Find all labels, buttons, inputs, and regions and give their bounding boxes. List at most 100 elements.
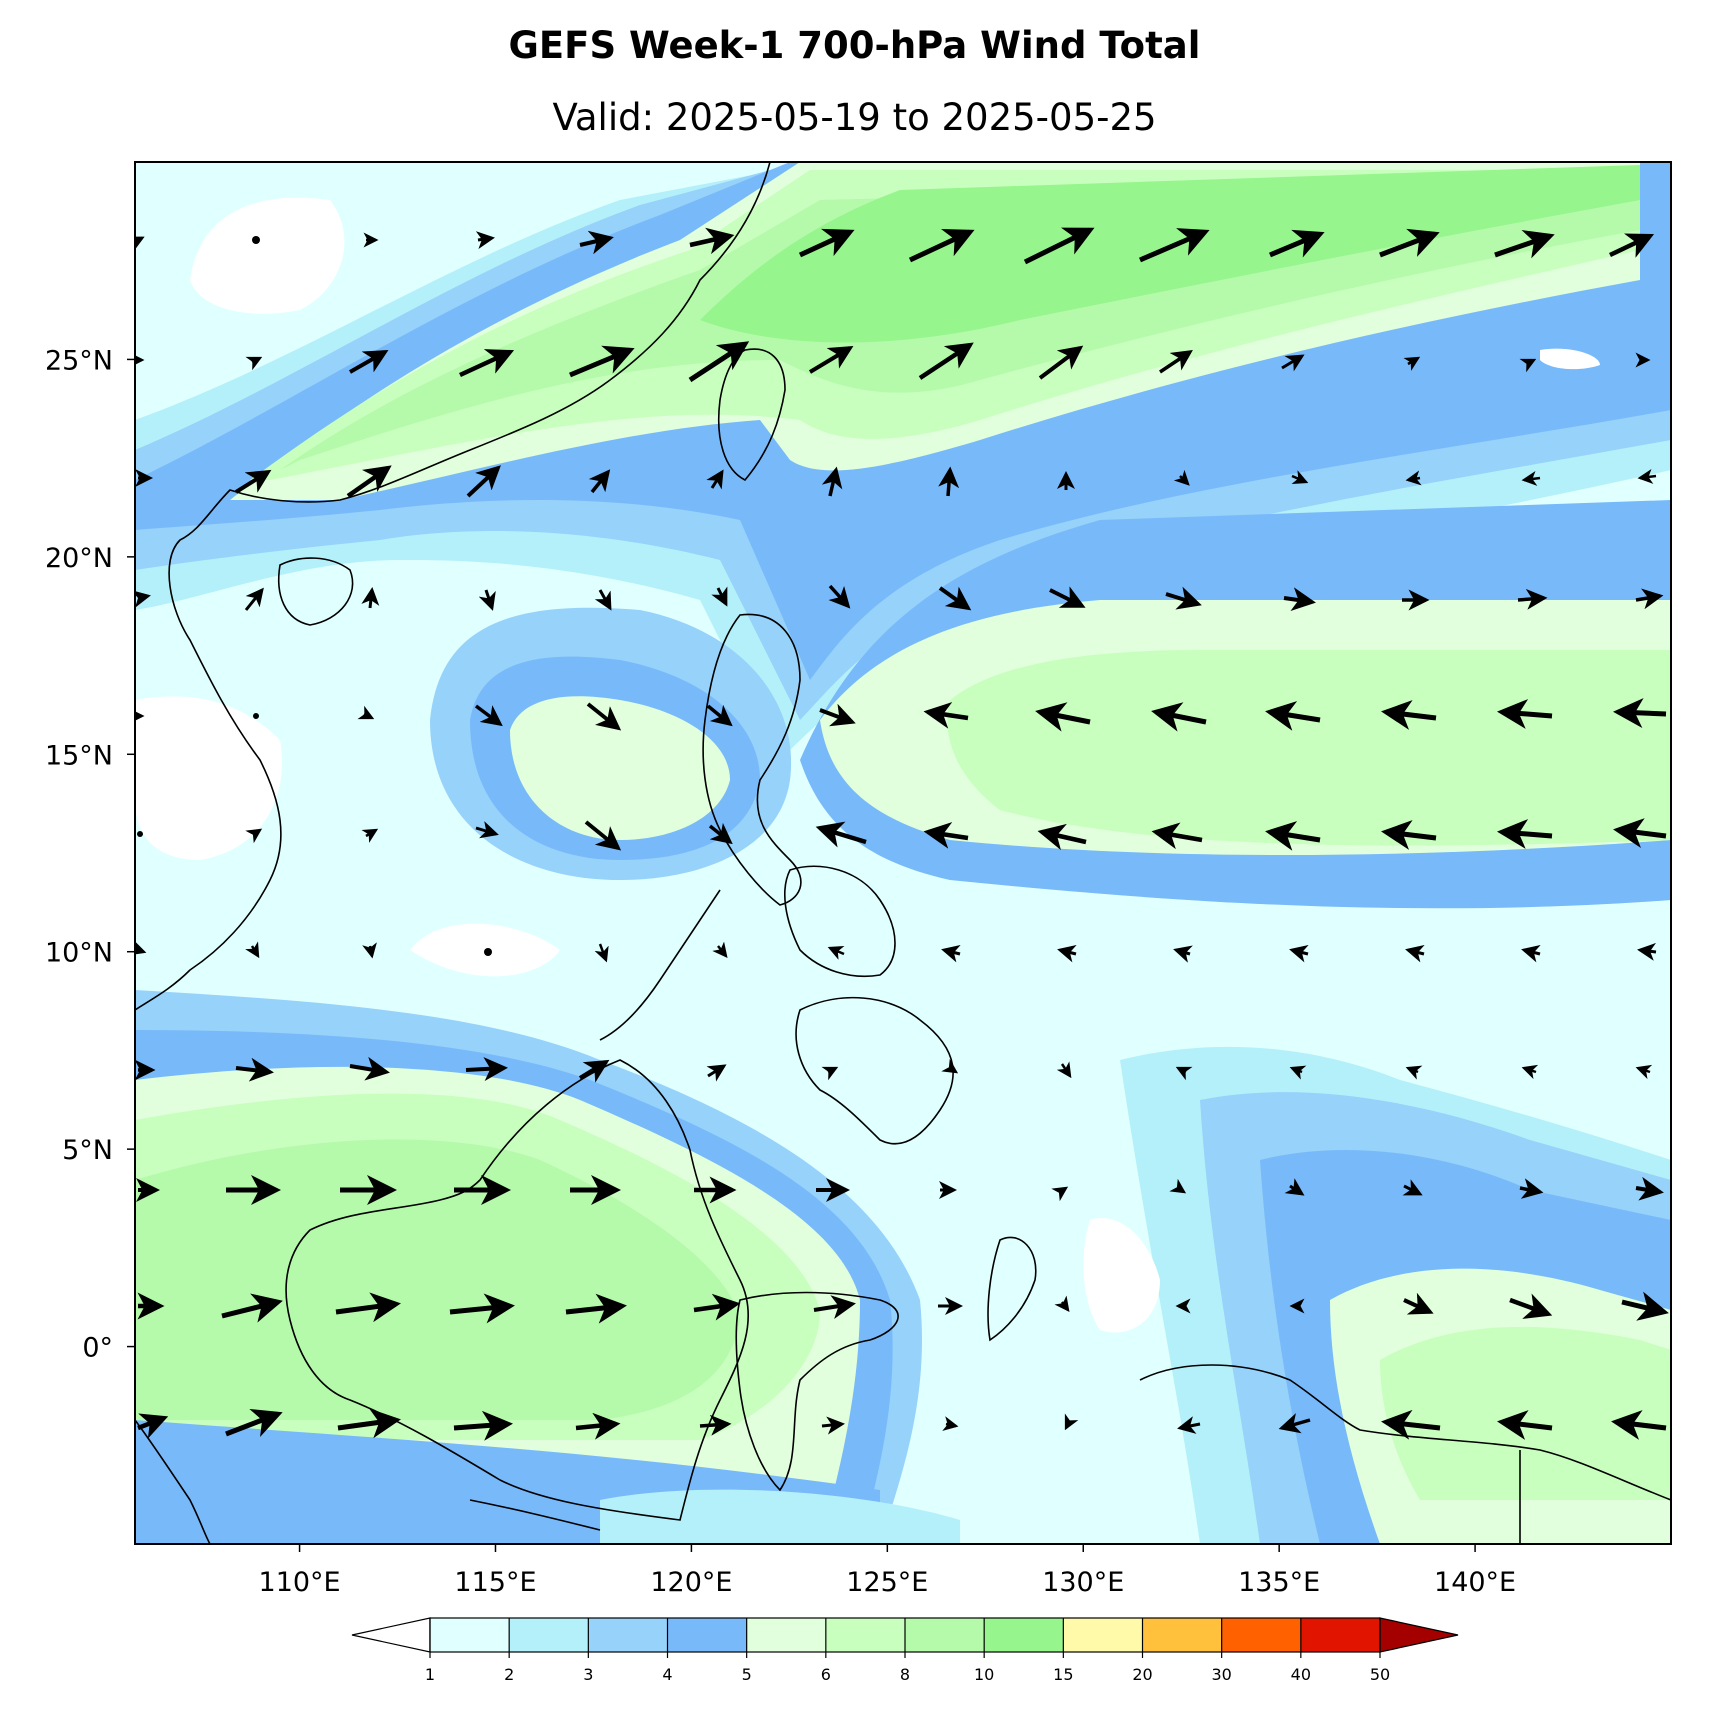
- calm-wind-marker: [253, 713, 259, 719]
- wind-vector: [711, 586, 728, 607]
- wind-vector: [475, 821, 499, 839]
- wind-vector: [1165, 586, 1202, 610]
- wind-vector: [1521, 1064, 1539, 1080]
- wind-vector: [1381, 1409, 1441, 1440]
- wind-vector: [225, 1408, 283, 1437]
- wind-vector: [821, 466, 843, 497]
- wind-vector: [135, 236, 145, 253]
- wind-row-19n: [135, 584, 1664, 612]
- wind-vector: [1175, 1066, 1193, 1081]
- wind-vector: [235, 1057, 274, 1082]
- wind-vector: [923, 821, 969, 849]
- wind-vector: [337, 1408, 401, 1439]
- wind-vector: [941, 1058, 959, 1074]
- wind-vector: [335, 1292, 401, 1323]
- wind-vector: [1497, 1410, 1553, 1440]
- wind-vector: [1494, 229, 1555, 259]
- wind-vector: [1381, 700, 1437, 730]
- wind-vector: [827, 946, 845, 960]
- wind-vector: [1151, 822, 1203, 850]
- wind-vector: [221, 1293, 283, 1323]
- wind-vector: [357, 705, 375, 720]
- wind-vector: [1173, 469, 1190, 486]
- wind-vector: [466, 465, 501, 498]
- coast-mindanao: [795, 996, 954, 1145]
- colorbar-label: 10: [974, 1665, 994, 1684]
- wind-vector: [361, 587, 380, 609]
- wind-vector: [1281, 354, 1305, 372]
- wind-vector: [594, 589, 612, 611]
- wind-vector: [1519, 358, 1537, 373]
- wind-vector: [1403, 1292, 1434, 1315]
- wind-vector: [594, 943, 609, 963]
- wind-vector: [346, 465, 392, 498]
- colorbar-under-arrow: [351, 1617, 431, 1653]
- wind-vector: [1379, 228, 1440, 258]
- wind-vector: [1265, 701, 1321, 731]
- wind-vector: [1402, 1179, 1423, 1196]
- wind-vector: [449, 1293, 515, 1324]
- wind-vector: [478, 589, 496, 611]
- wind-vector: [361, 828, 379, 843]
- wind-vector: [689, 227, 735, 255]
- wind-vector: [706, 469, 724, 490]
- lon-tick-label: 140°E: [1434, 1567, 1516, 1598]
- lon-tick-label: 120°E: [650, 1567, 732, 1598]
- longitude-ticks: 110°E 115°E 120°E 125°E 130°E 135°E 140°E: [259, 1544, 1516, 1598]
- colorbar-label: 3: [583, 1665, 593, 1684]
- colorbar-segment: [588, 1618, 668, 1652]
- lat-tick-label: 15°N: [45, 740, 113, 771]
- wind-vector: [1051, 1186, 1069, 1202]
- wind-vector: [712, 941, 728, 958]
- wind-vector: [575, 1412, 621, 1440]
- lat-tick-label: 25°N: [45, 345, 113, 376]
- wind-vector: [584, 820, 622, 851]
- wind-vector: [137, 1413, 169, 1439]
- wind-vector: [1635, 1176, 1664, 1201]
- coast-hainan: [278, 557, 354, 626]
- colorbar-label: 8: [900, 1665, 910, 1684]
- colorbar-label: 1: [425, 1665, 435, 1684]
- wind-vector: [1637, 469, 1657, 484]
- wind-vector: [465, 1057, 508, 1082]
- wind-vector: [1635, 588, 1664, 610]
- wind-vector: [819, 703, 856, 727]
- lat-tick-label: 0°: [82, 1333, 113, 1364]
- wind-vector: [1284, 1178, 1305, 1196]
- wind-vector: [1289, 1065, 1307, 1080]
- wind-vector: [1509, 1293, 1553, 1319]
- wind-vector: [1054, 1295, 1070, 1312]
- wind-vector: [1035, 702, 1091, 732]
- wind-vector: [918, 342, 974, 380]
- colorbar-label: 6: [821, 1665, 831, 1684]
- wind-vector: [821, 1066, 839, 1081]
- calm-area-halmahera: [1083, 1218, 1160, 1333]
- wind-vector: [1381, 820, 1437, 850]
- wind-vector: [1151, 702, 1207, 732]
- colorbar-segment: [984, 1618, 1064, 1652]
- wind-row-1n: [137, 1291, 1669, 1324]
- wind-vector: [693, 1293, 741, 1321]
- wind-vector: [1291, 470, 1309, 484]
- wind-vector: [578, 1059, 610, 1083]
- wind-vector: [938, 586, 972, 611]
- colorbar-label: 2: [504, 1665, 514, 1684]
- wind-row-16n: [135, 698, 1667, 732]
- colorbar: 1 2 3 4 5 6 8 10 15 20 30 40 50: [351, 1617, 1459, 1684]
- wind-vector: [813, 1295, 856, 1319]
- colorbar-segment: [1142, 1618, 1222, 1652]
- colorbar-label: 4: [662, 1665, 672, 1684]
- wind-vector: [569, 345, 635, 378]
- wind-row-2s: [137, 1408, 1667, 1441]
- wind-vector: [1023, 227, 1095, 265]
- lon-tick-label: 125°E: [846, 1567, 928, 1598]
- wind-vector: [815, 821, 867, 848]
- wind-row-7n: [135, 1056, 1653, 1083]
- wind-vector: [1521, 471, 1541, 486]
- speed-band-8-10-east: [1380, 1326, 1671, 1500]
- wind-row-28n: [135, 227, 1655, 265]
- wind-vector: [942, 1416, 959, 1431]
- wind-vector: [1497, 699, 1553, 729]
- wind-vector: [938, 466, 960, 497]
